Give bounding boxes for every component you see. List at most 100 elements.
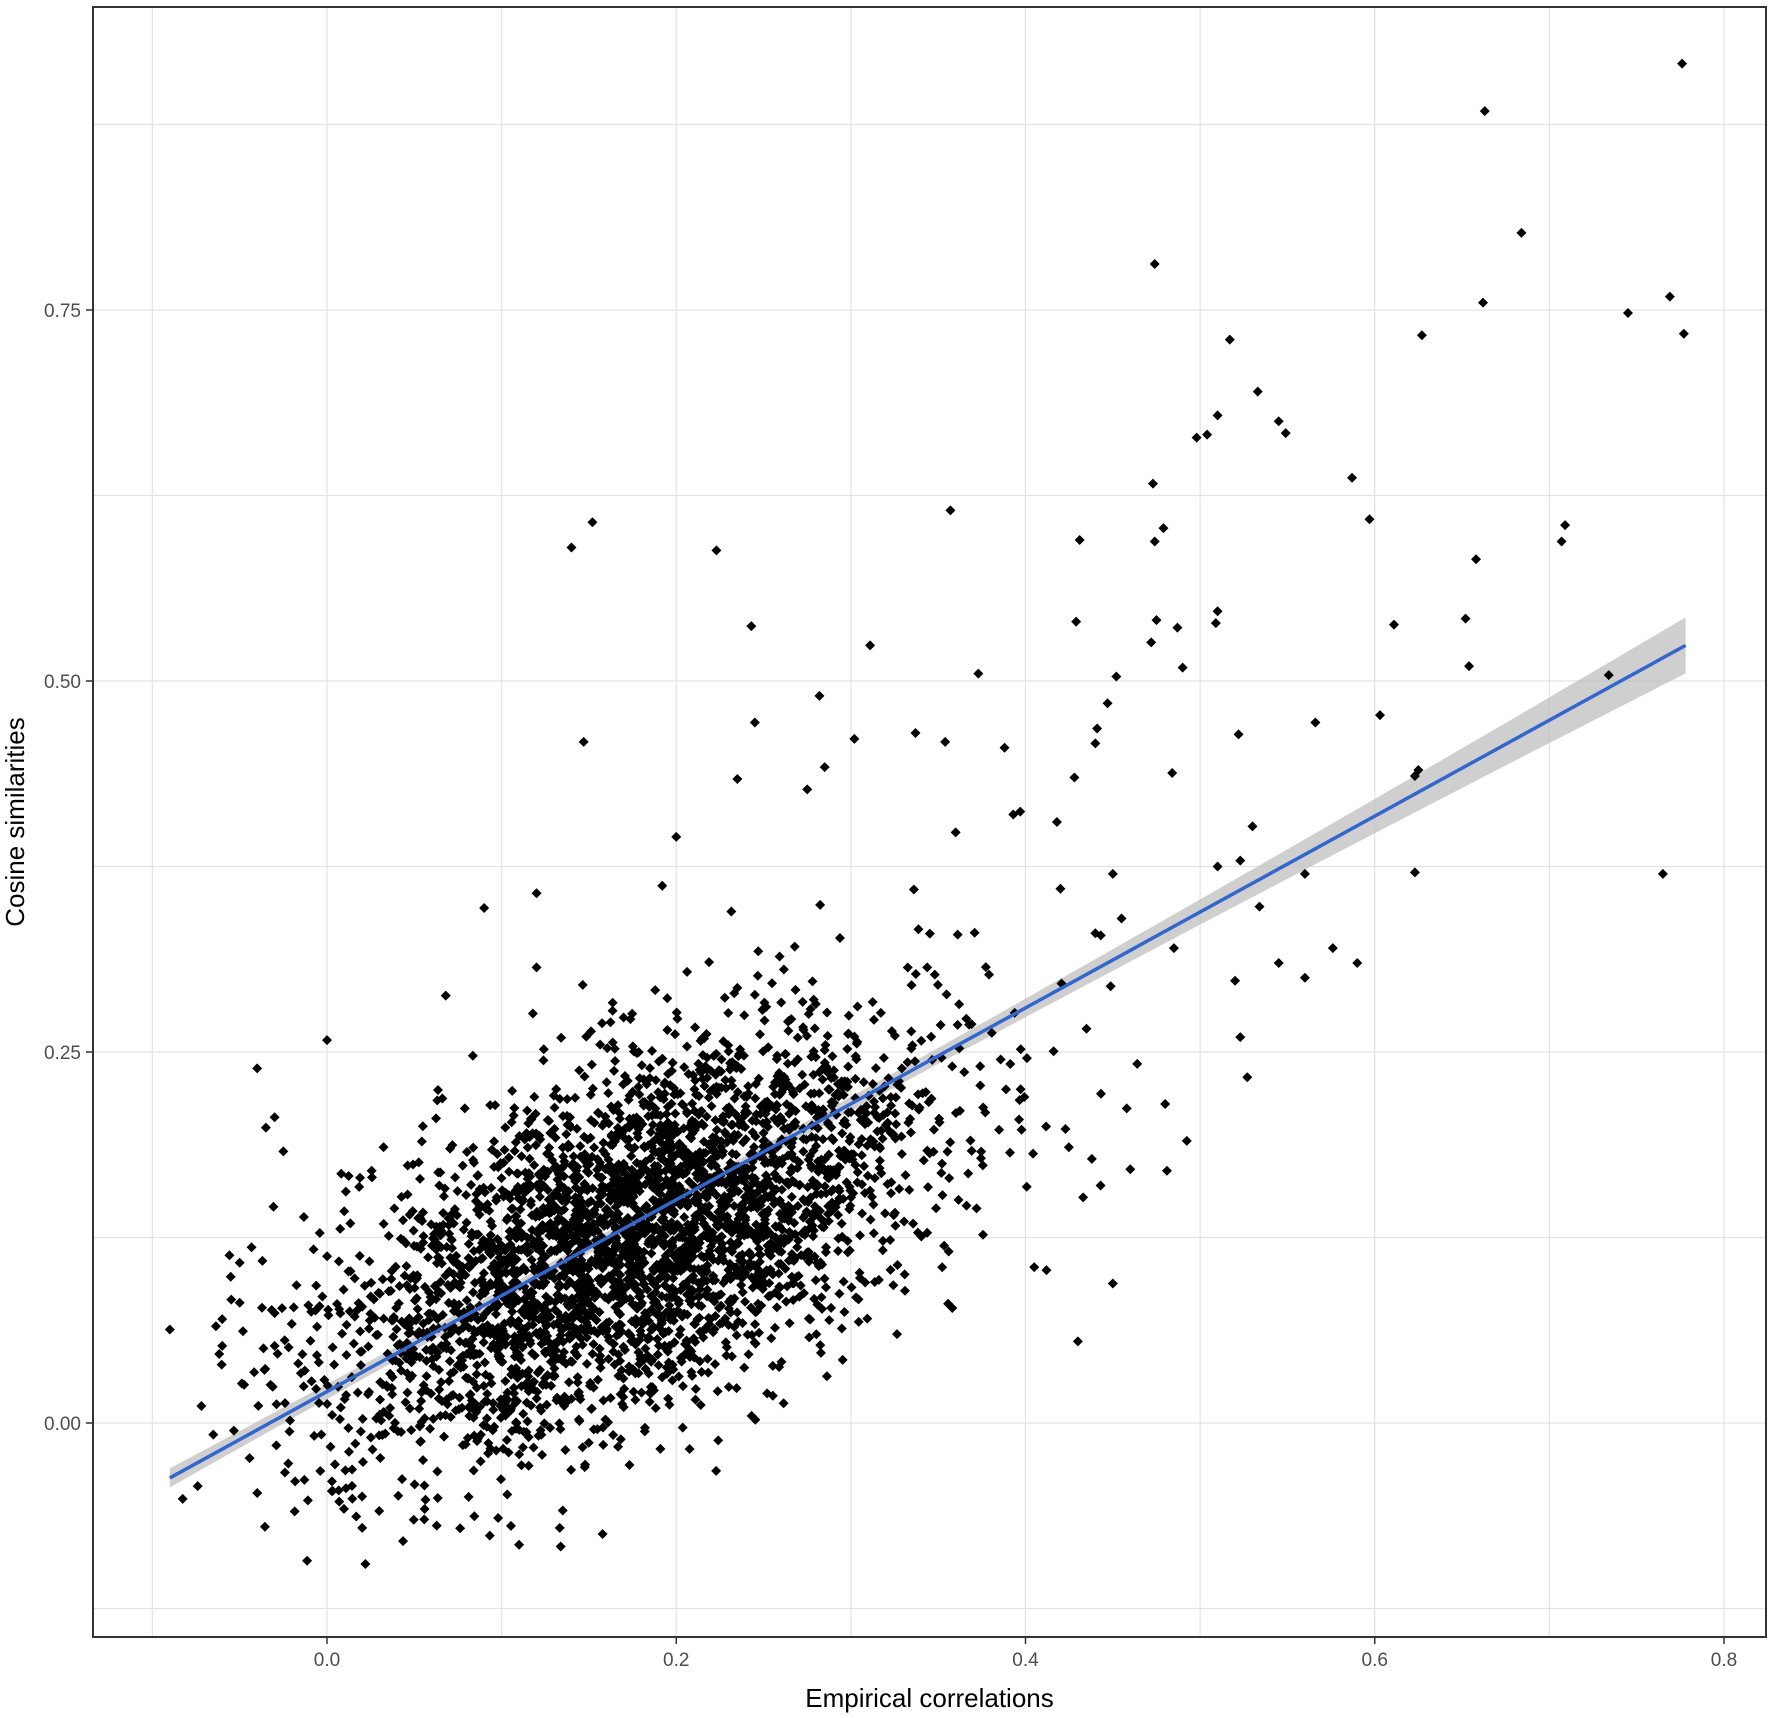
data-point — [647, 1045, 658, 1056]
data-point — [774, 1068, 785, 1079]
data-point — [1160, 1098, 1171, 1109]
data-point — [463, 1260, 474, 1271]
data-point — [954, 1105, 965, 1116]
data-point — [269, 1112, 280, 1123]
data-point — [249, 1367, 260, 1378]
data-point — [444, 1376, 455, 1387]
data-point — [496, 1474, 507, 1485]
data-point — [354, 1181, 365, 1192]
data-point — [1015, 806, 1026, 817]
data-point — [523, 1321, 534, 1332]
data-point — [1149, 536, 1160, 547]
data-point — [596, 1356, 607, 1367]
data-point — [888, 1210, 899, 1221]
data-point — [585, 1196, 596, 1207]
data-point — [289, 1506, 300, 1517]
data-point — [813, 1104, 824, 1115]
data-point — [399, 1319, 410, 1330]
data-point — [311, 1350, 322, 1361]
data-point — [592, 1289, 603, 1300]
data-point — [377, 1379, 388, 1390]
data-point — [378, 1406, 389, 1417]
data-point — [1347, 472, 1358, 483]
data-point — [389, 1203, 400, 1214]
data-point — [965, 1135, 976, 1146]
data-point — [298, 1381, 309, 1392]
data-point — [865, 1134, 876, 1145]
data-point — [1095, 1180, 1106, 1191]
data-point — [627, 1008, 638, 1019]
data-point — [797, 996, 808, 1007]
data-point — [869, 1173, 880, 1184]
data-point — [679, 1308, 690, 1319]
data-point — [562, 1094, 573, 1105]
data-point — [615, 1434, 626, 1445]
data-point — [929, 969, 940, 980]
data-point — [692, 1173, 703, 1184]
data-point — [543, 1194, 554, 1205]
y-tick-label: 0.50 — [44, 672, 81, 693]
data-point — [644, 1063, 655, 1074]
data-point — [733, 1051, 744, 1062]
data-point — [774, 1362, 785, 1373]
data-point — [364, 1256, 375, 1267]
data-point — [652, 1334, 663, 1345]
data-point — [454, 1336, 465, 1347]
data-point — [886, 1100, 897, 1111]
data-point — [557, 1505, 568, 1516]
data-point — [411, 1293, 422, 1304]
data-point — [679, 1250, 690, 1261]
data-point — [412, 1270, 423, 1281]
data-point — [568, 1151, 579, 1162]
data-point — [1664, 291, 1675, 302]
data-point — [704, 957, 715, 968]
data-point — [710, 1115, 721, 1126]
data-point — [460, 1320, 471, 1331]
data-point — [832, 1079, 843, 1090]
data-point — [814, 690, 825, 701]
data-point — [283, 1458, 294, 1469]
data-point — [865, 1214, 876, 1225]
data-point — [923, 1097, 934, 1108]
data-point — [854, 1230, 865, 1241]
data-point — [526, 1210, 537, 1221]
data-point — [624, 1122, 635, 1133]
data-point — [511, 1347, 522, 1358]
data-point — [419, 1514, 430, 1525]
data-point — [885, 1234, 896, 1245]
data-point — [313, 1357, 324, 1368]
data-point — [1107, 868, 1118, 879]
data-point — [511, 1269, 522, 1280]
data-point — [836, 1218, 847, 1229]
data-point — [650, 1147, 661, 1158]
data-point — [648, 1263, 659, 1274]
data-point — [852, 1177, 863, 1188]
data-point — [677, 1381, 688, 1392]
data-point — [512, 1395, 523, 1406]
data-point — [902, 1057, 913, 1068]
data-point — [522, 1377, 533, 1388]
data-point — [630, 1394, 641, 1405]
data-point — [577, 1339, 588, 1350]
data-point — [336, 1168, 347, 1179]
data-point — [708, 1270, 719, 1281]
data-point — [619, 1383, 630, 1394]
data-point — [499, 1144, 510, 1155]
data-point — [1273, 957, 1284, 968]
data-point — [757, 1195, 768, 1206]
data-point — [749, 717, 760, 728]
data-point — [889, 1030, 900, 1041]
data-point — [577, 1442, 588, 1453]
data-point — [412, 1303, 423, 1314]
data-point — [445, 1143, 456, 1154]
data-point — [854, 1273, 865, 1284]
data-point — [630, 1313, 641, 1324]
data-point — [1678, 328, 1689, 339]
data-point — [907, 1100, 918, 1111]
data-point — [1212, 606, 1223, 617]
data-point — [429, 1229, 440, 1240]
data-point — [523, 1432, 534, 1443]
data-point — [335, 1223, 346, 1234]
data-point — [596, 1273, 607, 1284]
data-point — [790, 984, 801, 995]
